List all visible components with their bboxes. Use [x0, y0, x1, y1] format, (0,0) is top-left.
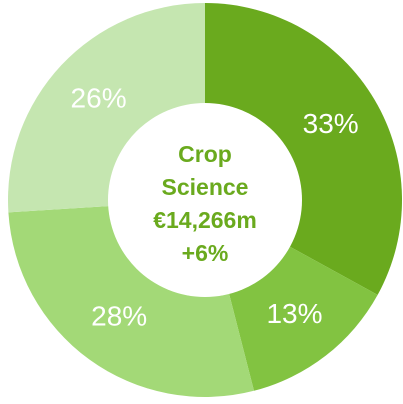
data-label: 26% [71, 82, 127, 113]
data-label: 13% [266, 298, 322, 329]
donut-hole [108, 103, 302, 297]
data-label: 33% [303, 108, 359, 139]
data-label: 28% [91, 301, 147, 332]
center-total: €14,266m [153, 207, 257, 233]
center-title: Crop [178, 141, 232, 167]
center-title: Science [162, 174, 249, 200]
center-change: +6% [182, 240, 229, 266]
